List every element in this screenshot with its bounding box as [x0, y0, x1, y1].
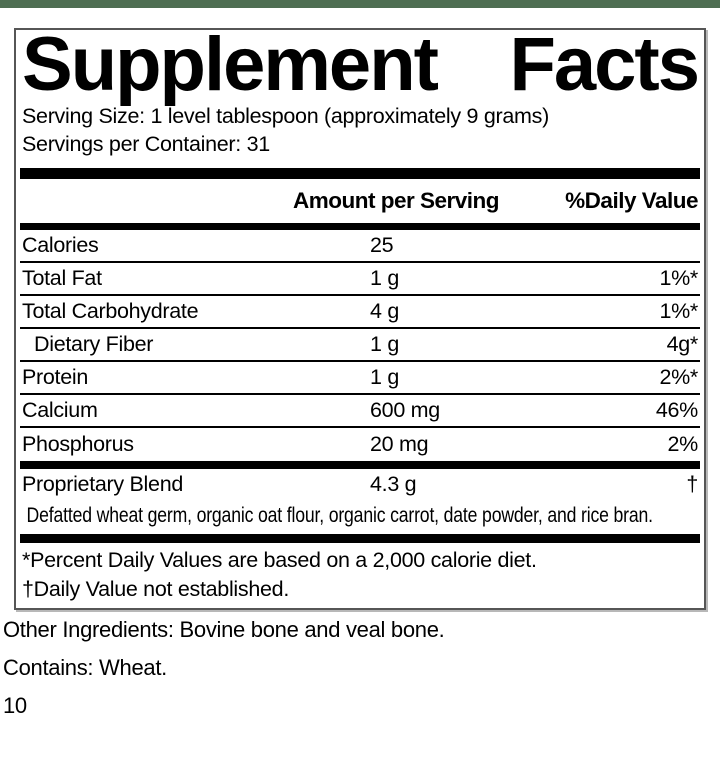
table-row-phosphorus: Phosphorus 20 mg 2%: [20, 428, 700, 461]
divider-bar-under-header: [20, 223, 700, 230]
divider-bar-thick-top: [20, 168, 700, 179]
column-header-daily-value: %Daily Value: [565, 188, 698, 213]
nutrient-amount: 1 g: [370, 266, 399, 290]
panel-title-word-facts: Facts: [509, 22, 700, 107]
table-row-dietary-fiber: Dietary Fiber 1 g 4g*: [20, 329, 700, 362]
nutrient-daily-value: 4g*: [666, 332, 699, 356]
nutrient-amount: 600 mg: [370, 398, 440, 422]
below-panel-text: Other Ingredients: Bovine bone and veal …: [3, 619, 720, 717]
nutrient-daily-value: 2%: [667, 432, 699, 456]
daily-value-not-established-footnote: †Daily Value not established.: [22, 577, 289, 601]
nutrient-amount: 4 g: [370, 299, 399, 323]
nutrient-amount: 1 g: [370, 332, 399, 356]
table-row-calories: Calories 25: [20, 230, 700, 263]
page-number: 10: [3, 693, 27, 718]
nutrient-name: Phosphorus: [22, 432, 134, 456]
nutrient-amount: 1 g: [370, 365, 399, 389]
table-row-total-fat: Total Fat 1 g 1%*: [20, 263, 700, 296]
nutrient-name: Protein: [22, 365, 89, 389]
nutrient-name: Dietary Fiber: [34, 332, 154, 356]
serving-info: Serving Size: 1 level tablespoon (approx…: [22, 102, 698, 158]
nutrient-name: Proprietary Blend: [22, 472, 184, 496]
divider-bar-above-footnotes: [20, 534, 700, 543]
supplement-facts-panel: Supplement Facts Serving Size: 1 level t…: [14, 22, 706, 610]
header-color-strip: [0, 0, 720, 8]
nutrient-amount: 20 mg: [370, 432, 429, 456]
table-row-proprietary-blend: Proprietary Blend 4.3 g †: [20, 469, 700, 500]
table-row-total-carbohydrate: Total Carbohydrate 4 g 1%*: [20, 296, 700, 329]
servings-per-container-line: Servings per Container: 31: [22, 132, 270, 156]
nutrient-name: Calcium: [22, 398, 98, 422]
nutrient-name: Calories: [22, 233, 99, 257]
nutrient-name: Total Fat: [22, 266, 102, 290]
panel-title-word-supplement: Supplement: [22, 22, 439, 107]
other-ingredients-line: Other Ingredients: Bovine bone and veal …: [3, 617, 445, 642]
contains-allergen-line: Contains: Wheat.: [3, 655, 167, 680]
nutrient-name: Total Carbohydrate: [22, 299, 199, 323]
proprietary-blend-description: Defatted wheat germ, organic oat flour, …: [26, 503, 654, 527]
nutrient-daily-value: 2%*: [659, 365, 698, 389]
footnotes: *Percent Daily Values are based on a 2,0…: [20, 543, 700, 608]
nutrient-amount: 4.3 g: [370, 472, 417, 496]
table-header-row: Amount per Serving %Daily Value: [20, 179, 700, 223]
table-row-protein: Protein 1 g 2%*: [20, 362, 700, 395]
column-header-amount: Amount per Serving: [292, 188, 500, 213]
panel-title: Supplement Facts: [22, 22, 700, 107]
divider-bar-above-blend: [20, 461, 700, 469]
nutrient-daily-value: 1%*: [659, 299, 698, 323]
nutrient-daily-value: 1%*: [659, 266, 698, 290]
dagger-symbol: †: [686, 472, 698, 496]
percent-daily-value-footnote: *Percent Daily Values are based on a 2,0…: [22, 548, 537, 572]
serving-size-line: Serving Size: 1 level tablespoon (approx…: [22, 104, 549, 128]
nutrient-daily-value: 46%: [655, 398, 698, 422]
table-row-calcium: Calcium 600 mg 46%: [20, 395, 700, 428]
nutrient-amount: 25: [370, 233, 394, 257]
